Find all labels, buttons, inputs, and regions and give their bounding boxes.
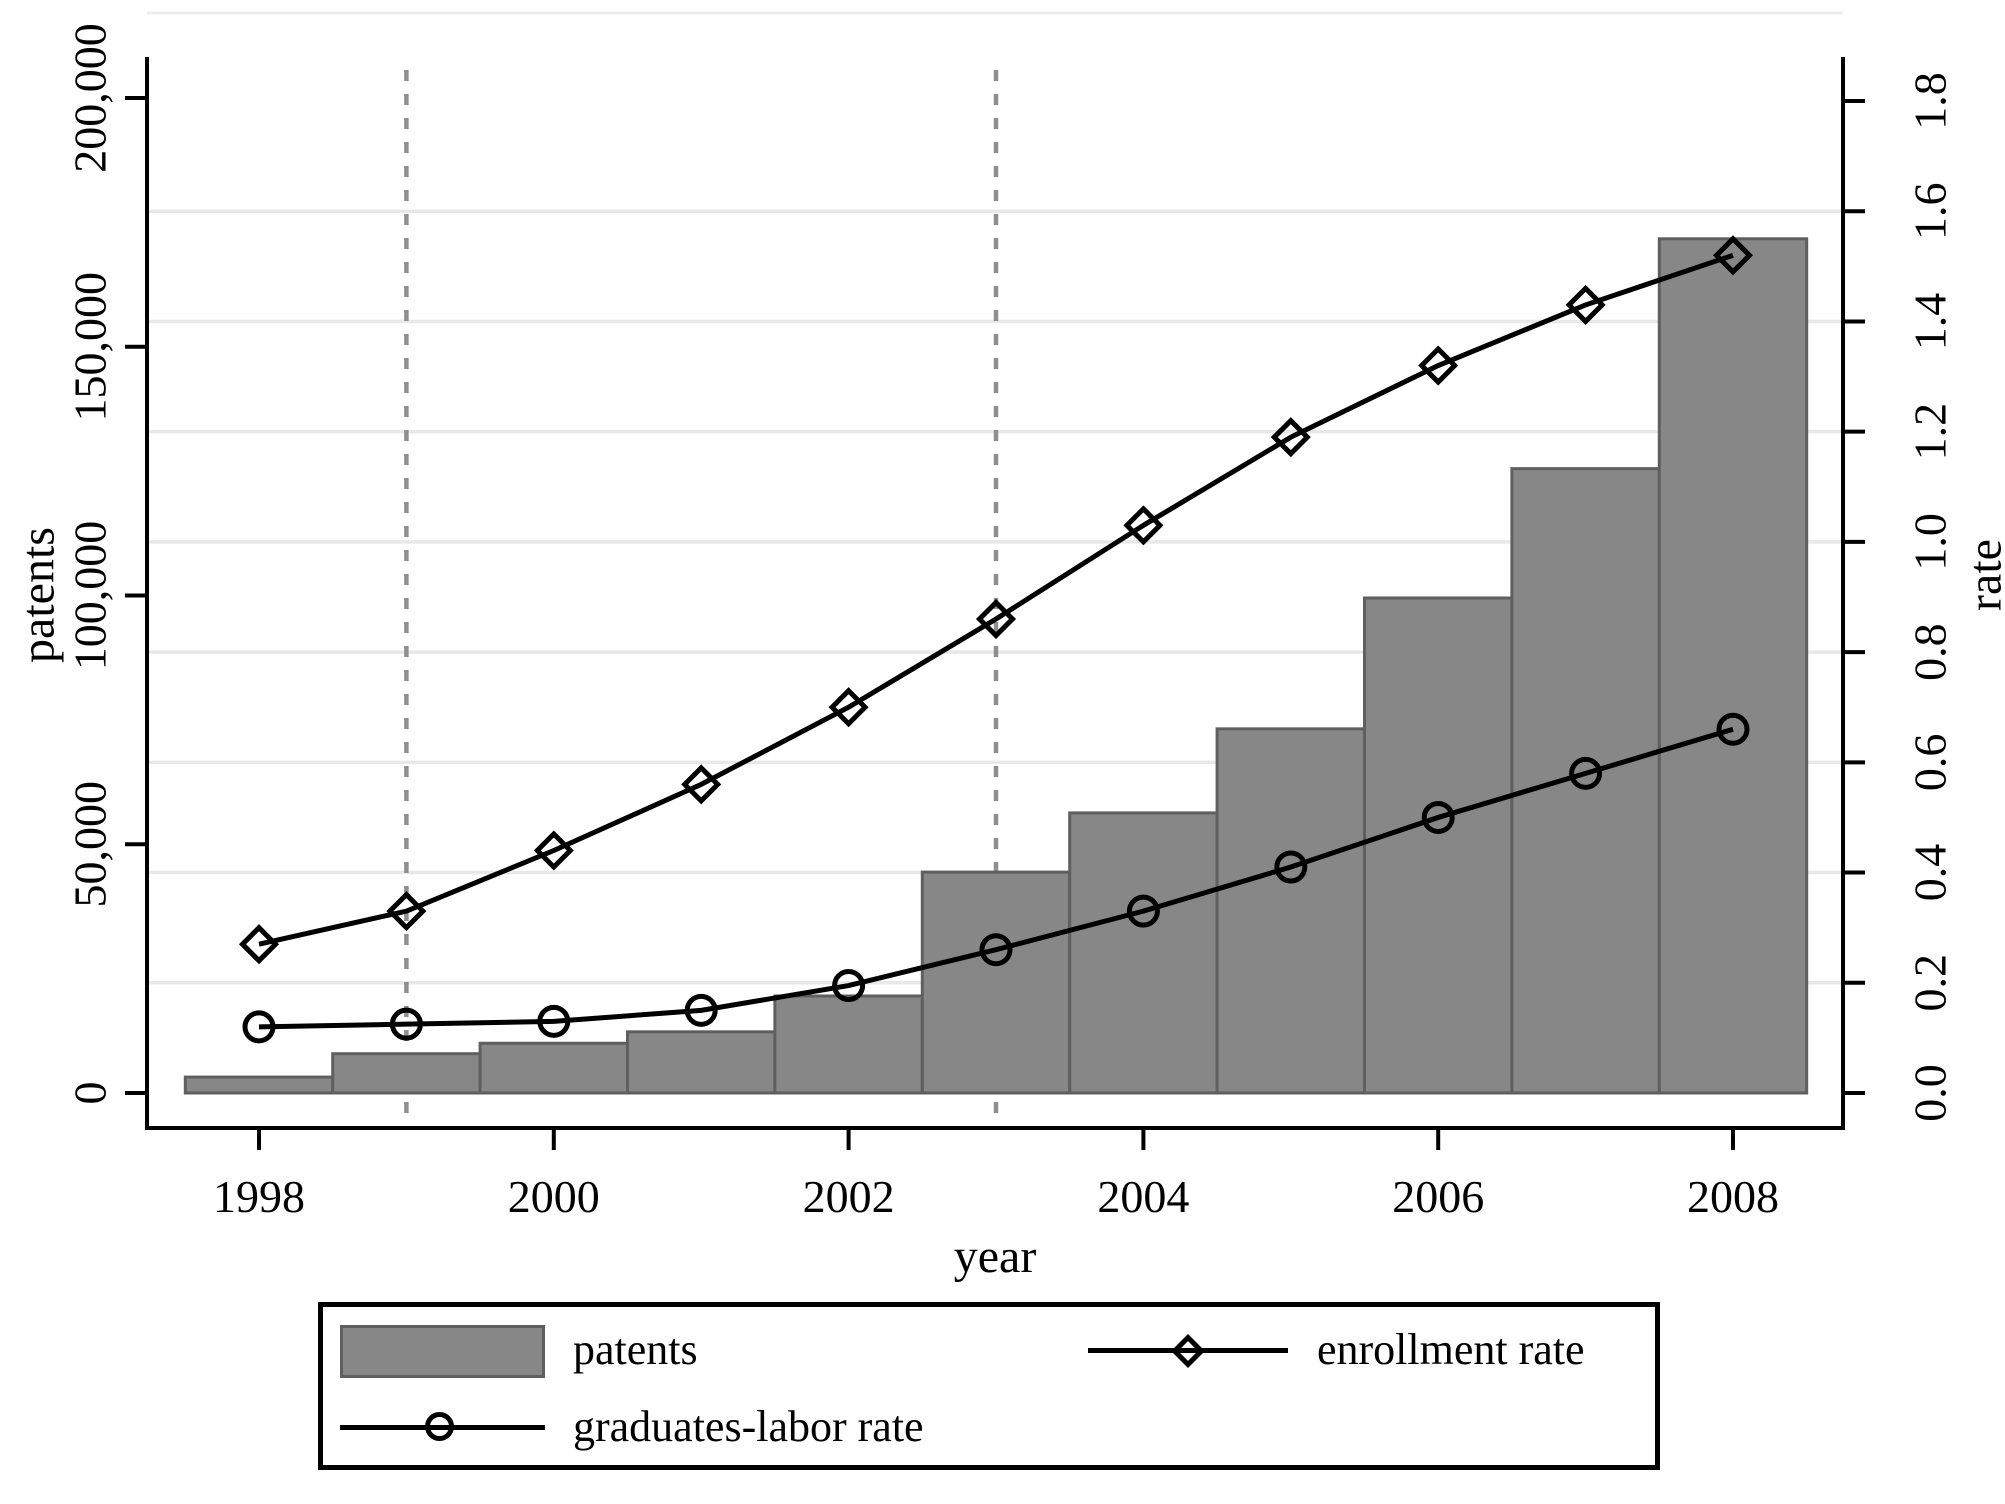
circle-marker-icon xyxy=(389,1007,423,1041)
right-axis-tick-label: 1.6 xyxy=(1905,182,1956,240)
x-axis-tick-label: 2008 xyxy=(1687,1171,1779,1222)
patents-bar xyxy=(331,1052,482,1095)
right-axis-tick-label: 0.6 xyxy=(1905,734,1956,792)
patents-bar xyxy=(478,1041,629,1095)
diamond-marker-icon xyxy=(238,924,280,965)
patents-bar xyxy=(773,994,924,1095)
left-axis-tick-label: 0 xyxy=(65,1082,116,1105)
diamond-marker-icon xyxy=(386,891,427,932)
legend-enrollment-line xyxy=(1088,1348,1288,1353)
circle-marker-icon xyxy=(684,993,718,1027)
right-axis-tick-label: 1.2 xyxy=(1905,403,1956,461)
right-axis-tick-label: 0.4 xyxy=(1905,844,1956,902)
circle-marker-icon xyxy=(1126,894,1160,928)
right-axis-tick-label: 0.8 xyxy=(1905,623,1956,681)
diamond-marker-icon xyxy=(1418,345,1459,386)
x-axis-tick-label: 2002 xyxy=(803,1171,895,1222)
circle-marker-icon xyxy=(537,1004,571,1038)
circle-marker-icon xyxy=(1421,800,1455,834)
diamond-marker-icon xyxy=(1565,284,1606,325)
axes xyxy=(145,57,1845,1130)
axis-titles: patents rate year xyxy=(12,527,2005,1283)
legend-label-enrollment: enrollment rate xyxy=(1317,1325,1585,1374)
diamond-marker-icon xyxy=(828,687,869,728)
legend-diamond-marker-icon xyxy=(1171,1334,1205,1368)
right-axis-tick-label: 0.0 xyxy=(1905,1064,1956,1122)
left-axis-tick-label: 50,000 xyxy=(65,781,116,908)
diamond-marker-icon xyxy=(1712,235,1754,276)
left-axis-tick-label: 100,000 xyxy=(65,521,116,671)
circle-marker-icon xyxy=(242,1010,276,1044)
circle-marker-icon xyxy=(1274,850,1308,884)
x-axis-title: year xyxy=(954,1230,1037,1283)
legend-label-graduates: graduates-labor rate xyxy=(573,1402,924,1451)
x-axis-tick-label: 2006 xyxy=(1392,1171,1484,1222)
legend-patents-swatch xyxy=(340,1325,545,1378)
legend-label-patents: patents xyxy=(573,1325,698,1374)
left-axis-tick-label: 150,000 xyxy=(65,272,116,422)
patents-bar xyxy=(920,870,1072,1095)
patents-bar xyxy=(1215,727,1366,1095)
reference-lines xyxy=(404,70,999,1128)
x-axis-tick-label: 2000 xyxy=(508,1171,600,1222)
right-axis-tick-label: 1.4 xyxy=(1905,293,1956,351)
patents-bar xyxy=(1068,811,1219,1095)
right-axis-tick-label: 0.2 xyxy=(1905,954,1956,1012)
circle-marker-icon xyxy=(1569,756,1603,790)
right-axis-tick-label: 1.8 xyxy=(1905,72,1956,130)
patents-bar xyxy=(1363,596,1514,1095)
left-axis-tick-label: 200,000 xyxy=(65,23,116,173)
patents-bar xyxy=(626,1030,777,1095)
tick-labels: 0 50,000 100,000 150,000 200,000 0.0 0.2 0.4 0.6… xyxy=(65,23,1956,1222)
diamond-marker-icon xyxy=(533,830,574,871)
x-axis-tick-label: 2004 xyxy=(1097,1171,1189,1222)
diamond-marker-icon xyxy=(681,764,722,805)
graduates-labor-rate-line xyxy=(242,712,1750,1044)
diamond-marker-icon xyxy=(1270,417,1311,458)
enrollment-rate-line xyxy=(238,235,1754,965)
patents-bar xyxy=(1510,467,1661,1095)
tick-marks xyxy=(125,96,1865,1150)
circle-marker-icon xyxy=(1716,712,1750,746)
x-axis-tick-label: 1998 xyxy=(213,1171,305,1222)
legend-circle-marker-icon xyxy=(425,1412,454,1441)
chart-legend: patents enrollment rate graduates-labor … xyxy=(318,1302,1660,1470)
diamond-marker-icon xyxy=(1123,505,1164,546)
patents-bar xyxy=(1657,237,1809,1095)
circle-marker-icon xyxy=(979,933,1013,967)
circle-marker-icon xyxy=(832,969,866,1003)
patents-bars xyxy=(183,237,1809,1095)
diamond-marker-icon xyxy=(975,599,1017,640)
right-axis-title: rate xyxy=(1959,539,2005,611)
right-axis-tick-label: 1.0 xyxy=(1905,513,1956,571)
patents-bar xyxy=(183,1075,335,1095)
left-axis-title: patents xyxy=(12,527,65,663)
